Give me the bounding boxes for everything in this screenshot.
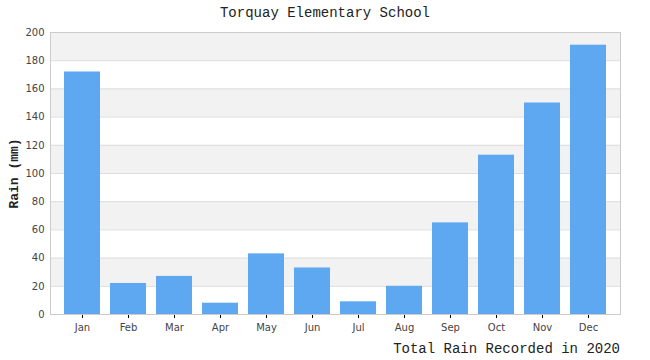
- svg-text:Feb: Feb: [120, 322, 138, 333]
- svg-text:Jun: Jun: [304, 322, 321, 333]
- svg-text:100: 100: [25, 168, 44, 179]
- svg-text:Mar: Mar: [165, 322, 185, 333]
- svg-text:40: 40: [32, 252, 45, 263]
- svg-text:Jan: Jan: [74, 322, 90, 333]
- svg-text:Apr: Apr: [212, 322, 230, 333]
- svg-text:20: 20: [32, 281, 45, 292]
- svg-text:140: 140: [25, 111, 44, 122]
- svg-text:Oct: Oct: [488, 322, 505, 333]
- svg-text:120: 120: [25, 140, 44, 151]
- svg-text:60: 60: [32, 224, 45, 235]
- svg-text:Sep: Sep: [441, 322, 460, 333]
- svg-text:200: 200: [25, 27, 44, 38]
- html-text:Torquay Elementary School: Torquay Elementary School: [220, 5, 430, 21]
- svg-text:80: 80: [32, 196, 45, 207]
- svg-text:Nov: Nov: [533, 322, 553, 333]
- svg-text:Jul: Jul: [351, 322, 364, 333]
- svg-text:180: 180: [25, 55, 44, 66]
- svg-text:160: 160: [25, 83, 44, 94]
- html-text:Total Rain Recorded in 2020: Total Rain Recorded in 2020: [393, 341, 620, 357]
- svg-text:0: 0: [38, 309, 44, 320]
- svg-text:Dec: Dec: [579, 322, 598, 333]
- svg-text:May: May: [256, 322, 277, 333]
- svg-text:Aug: Aug: [395, 322, 415, 333]
- svg-text:Rain (mm): Rain (mm): [7, 138, 22, 208]
